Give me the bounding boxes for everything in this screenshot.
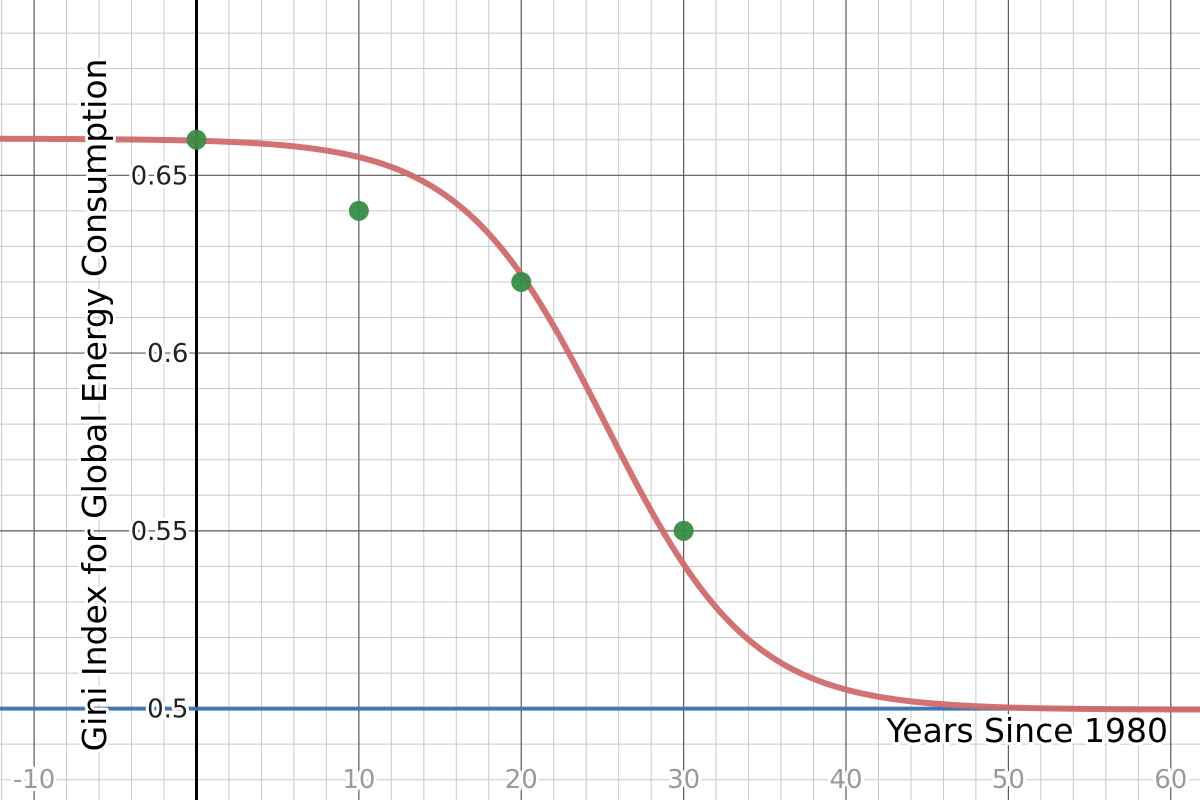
x-tick-label: 40 xyxy=(829,765,862,795)
tick-labels: -10 10 20 30 40 50 60 0.5 0.55 0.6 0.65 xyxy=(10,158,1190,798)
x-tick-label: 60 xyxy=(1154,765,1187,795)
data-point xyxy=(511,271,532,292)
x-tick-label: 20 xyxy=(505,765,538,795)
data-point xyxy=(348,200,369,221)
y-tick-label: 0.65 xyxy=(131,161,189,191)
y-tick-label: 0.5 xyxy=(147,695,188,725)
y-tick-label: 0.55 xyxy=(131,517,189,547)
data-point xyxy=(673,520,694,541)
y-tick-label: 0.6 xyxy=(147,339,188,369)
x-axis-label: Years Since 1980 xyxy=(886,711,1169,750)
data-point xyxy=(186,129,207,150)
x-tick-label: 30 xyxy=(667,765,700,795)
series-layer xyxy=(0,129,1200,713)
x-tick-label: 10 xyxy=(342,765,375,795)
y-axis-label: Gini Index for Global Energy Consumption xyxy=(75,59,114,752)
x-tick-label: -10 xyxy=(13,765,55,795)
x-tick-label: 50 xyxy=(992,765,1025,795)
